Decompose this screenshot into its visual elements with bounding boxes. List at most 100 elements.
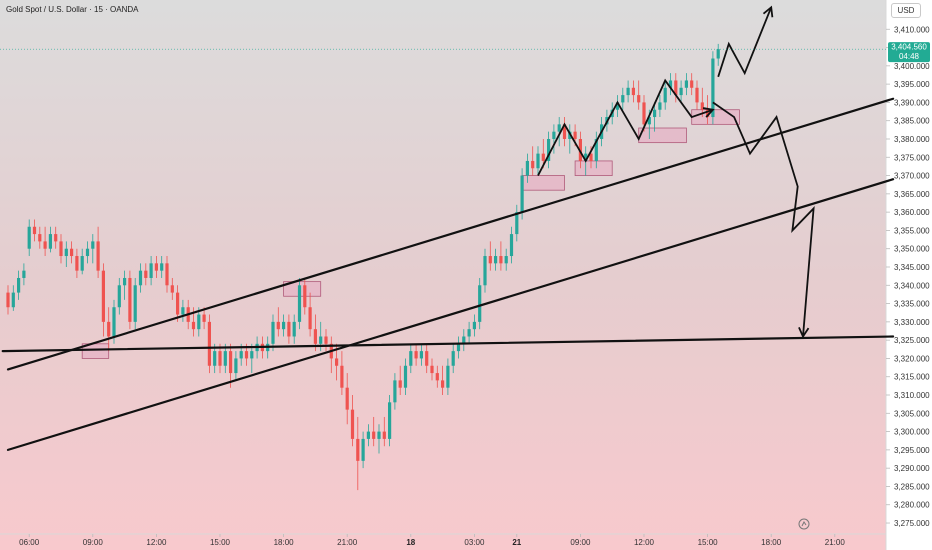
candle-body <box>451 351 455 366</box>
candle-body <box>414 351 418 359</box>
candle-body <box>308 307 312 330</box>
candle-body <box>637 95 641 103</box>
candle-body <box>674 80 678 96</box>
y-tick: 3,365.000 <box>886 190 930 199</box>
candle <box>59 234 63 264</box>
y-tick: 3,360.000 <box>886 208 930 217</box>
candle-body <box>425 351 429 366</box>
x-tick: 12:00 <box>146 534 167 547</box>
candle-body <box>80 256 84 271</box>
candle <box>388 395 392 447</box>
candle <box>494 248 498 271</box>
x-axis-ticks: 06:00 09:00 12:00 15:00 18:00 21:00 18 03:00 21 0… <box>19 534 845 547</box>
y-tick-label: 3,330.000 <box>894 318 930 327</box>
candle-body <box>547 138 551 161</box>
y-tick: 3,400.000 <box>886 62 930 71</box>
candle-body <box>292 321 296 337</box>
candle-body <box>64 248 68 257</box>
candle <box>48 226 52 253</box>
y-tick-label: 3,400.000 <box>894 62 930 71</box>
candle-body <box>340 365 344 388</box>
y-tick-label: 3,350.000 <box>894 245 930 254</box>
candle <box>531 146 535 176</box>
candle-body <box>562 124 567 139</box>
y-tick: 3,275.000 <box>886 519 930 528</box>
candle-body <box>191 321 196 330</box>
candle-body <box>202 314 206 322</box>
candle-body <box>499 256 503 264</box>
candle-body <box>594 138 598 161</box>
currency-button[interactable]: USD <box>891 3 921 18</box>
candle-body <box>133 285 137 322</box>
y-tick-label: 3,380.000 <box>894 135 930 144</box>
candle-body <box>515 212 519 235</box>
candle-body <box>223 351 227 366</box>
candle-body <box>462 336 466 344</box>
y-tick: 3,385.000 <box>886 117 930 126</box>
candle-body <box>377 431 381 439</box>
candle <box>700 87 704 118</box>
candle-body <box>271 321 275 344</box>
candle-body <box>112 307 116 337</box>
candle-body <box>117 285 121 308</box>
candle <box>165 256 169 293</box>
candle-body <box>85 248 90 257</box>
candle <box>123 270 127 300</box>
candle-body <box>207 321 211 366</box>
candle-body <box>27 226 31 249</box>
candle-body <box>48 234 52 249</box>
price-badge-background <box>888 42 930 63</box>
candle <box>276 307 280 337</box>
candle-body <box>483 256 487 286</box>
candle <box>223 343 227 374</box>
x-tick: 21 <box>512 534 522 547</box>
candle-body <box>218 351 222 366</box>
candle <box>372 416 376 447</box>
candle <box>441 365 445 396</box>
y-tick-label: 3,325.000 <box>894 336 930 345</box>
candle <box>80 248 84 275</box>
candle <box>54 226 58 249</box>
candle-body <box>446 365 450 388</box>
x-tick: 06:00 <box>19 534 40 547</box>
candle-body <box>107 321 111 337</box>
candle-body <box>350 409 355 439</box>
candle <box>562 117 567 147</box>
candle <box>663 80 667 110</box>
candle <box>176 285 180 322</box>
x-tick-label: 18:00 <box>274 538 295 547</box>
candle-body <box>430 365 434 374</box>
candle-body <box>6 292 10 308</box>
candle <box>695 80 699 110</box>
candle-body <box>647 117 651 125</box>
y-tick: 3,300.000 <box>886 428 930 437</box>
candle <box>594 131 598 169</box>
replay-icon[interactable] <box>798 518 810 530</box>
candle-body <box>276 321 280 330</box>
candle <box>409 343 413 374</box>
candle <box>107 307 111 352</box>
candle-body <box>244 351 249 359</box>
candle <box>547 131 551 169</box>
candle <box>250 343 254 374</box>
down-projection-arrow-line <box>712 101 815 337</box>
candle <box>690 73 694 96</box>
candle-body <box>536 153 540 169</box>
candle-body <box>366 431 370 439</box>
x-tick-label: 12:00 <box>146 538 167 547</box>
candle <box>234 351 238 381</box>
candle-body <box>388 402 392 439</box>
candle <box>568 124 572 154</box>
up-projection-arrow <box>717 5 774 78</box>
candle-body <box>229 351 233 374</box>
y-tick-label: 3,355.000 <box>894 226 930 235</box>
zone-4 <box>574 160 613 176</box>
candle <box>451 343 455 374</box>
candle-body <box>43 241 47 249</box>
candle <box>382 416 386 447</box>
candle-body <box>541 153 545 161</box>
candle-body <box>557 124 561 132</box>
candle-body <box>75 256 79 271</box>
candle <box>419 343 423 366</box>
